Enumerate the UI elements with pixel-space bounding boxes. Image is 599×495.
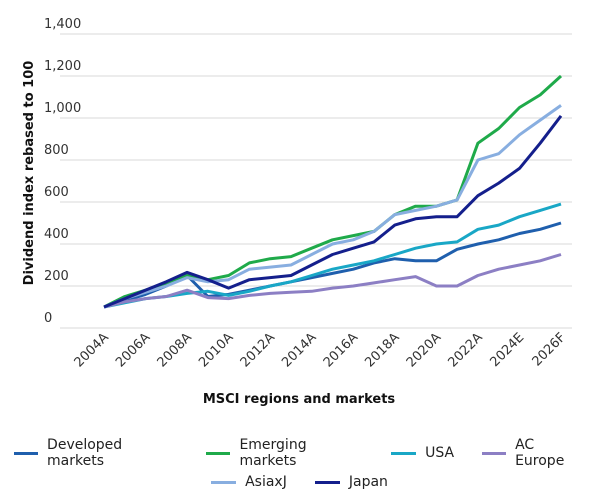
legend-label: AsiaxJ (245, 474, 287, 490)
x-tick-label: 2006A (113, 330, 153, 370)
legend-item: Emerging markets (206, 437, 363, 469)
legend-swatch (391, 451, 417, 455)
series-line-japan (103, 114, 563, 309)
legend-item: AC Europe (482, 437, 585, 469)
x-tick-label: 2018A (362, 330, 402, 370)
legend-item: USA (391, 437, 454, 469)
legend-swatch (314, 480, 340, 484)
y-tick-label: 1,400 (44, 17, 81, 32)
x-axis-title: MSCI regions and markets (203, 392, 396, 407)
y-tick-label: 0 (44, 311, 52, 326)
y-tick-label: 1,200 (44, 59, 81, 74)
x-tick-label: 2014A (279, 330, 319, 370)
legend-label: Emerging markets (239, 437, 307, 469)
x-tick-label: 2022A (445, 330, 485, 370)
legend-swatch (211, 480, 237, 484)
x-tick-label: 2016A (321, 330, 361, 370)
series-line-ac-europe (103, 253, 562, 309)
x-tick-label: 2010A (196, 330, 236, 370)
legend-row-1: Developed markets Emerging markets USA AC E… (0, 437, 599, 469)
legend-swatch (14, 451, 39, 455)
x-tick-label: 2026F (530, 330, 569, 369)
legend-swatch (206, 451, 231, 455)
x-tick-label: 2024E (487, 330, 527, 370)
series-line-emerging-markets (103, 74, 563, 309)
series-line-usa (103, 202, 562, 309)
x-axis-ticks: 2004A 2006A 2008A 2010A 2012A 2014A 2016A 2018A… (72, 330, 569, 370)
y-tick-label: 600 (44, 185, 69, 200)
legend-item: AsiaxJ (211, 474, 287, 490)
x-tick-label: 2004A (72, 330, 112, 370)
y-axis-ticks: 0 200 400 600 800 1,000 1,200 1,400 (44, 17, 81, 326)
legend-item: Japan (314, 474, 388, 490)
legend-label: AC Europe (515, 437, 565, 469)
legend-item: Developed markets (14, 437, 178, 469)
y-axis-title: Dividend index rebased to 100 (22, 61, 37, 286)
x-tick-label: 2008A (155, 330, 195, 370)
series-lines (103, 74, 563, 309)
legend-label: USA (425, 445, 455, 461)
y-tick-label: 800 (44, 143, 69, 158)
series-line-asiaxj (103, 104, 562, 309)
x-tick-label: 2012A (238, 330, 278, 370)
legend-row-2: AsiaxJ Japan (0, 474, 599, 490)
y-tick-label: 200 (44, 269, 69, 284)
y-tick-label: 1,000 (44, 101, 81, 116)
legend-label: Developed markets (47, 437, 123, 469)
gridlines (60, 33, 572, 329)
legend-swatch (482, 451, 507, 455)
x-tick-label: 2020A (404, 330, 444, 370)
legend-label: Japan (348, 474, 388, 490)
y-tick-label: 400 (44, 227, 69, 242)
